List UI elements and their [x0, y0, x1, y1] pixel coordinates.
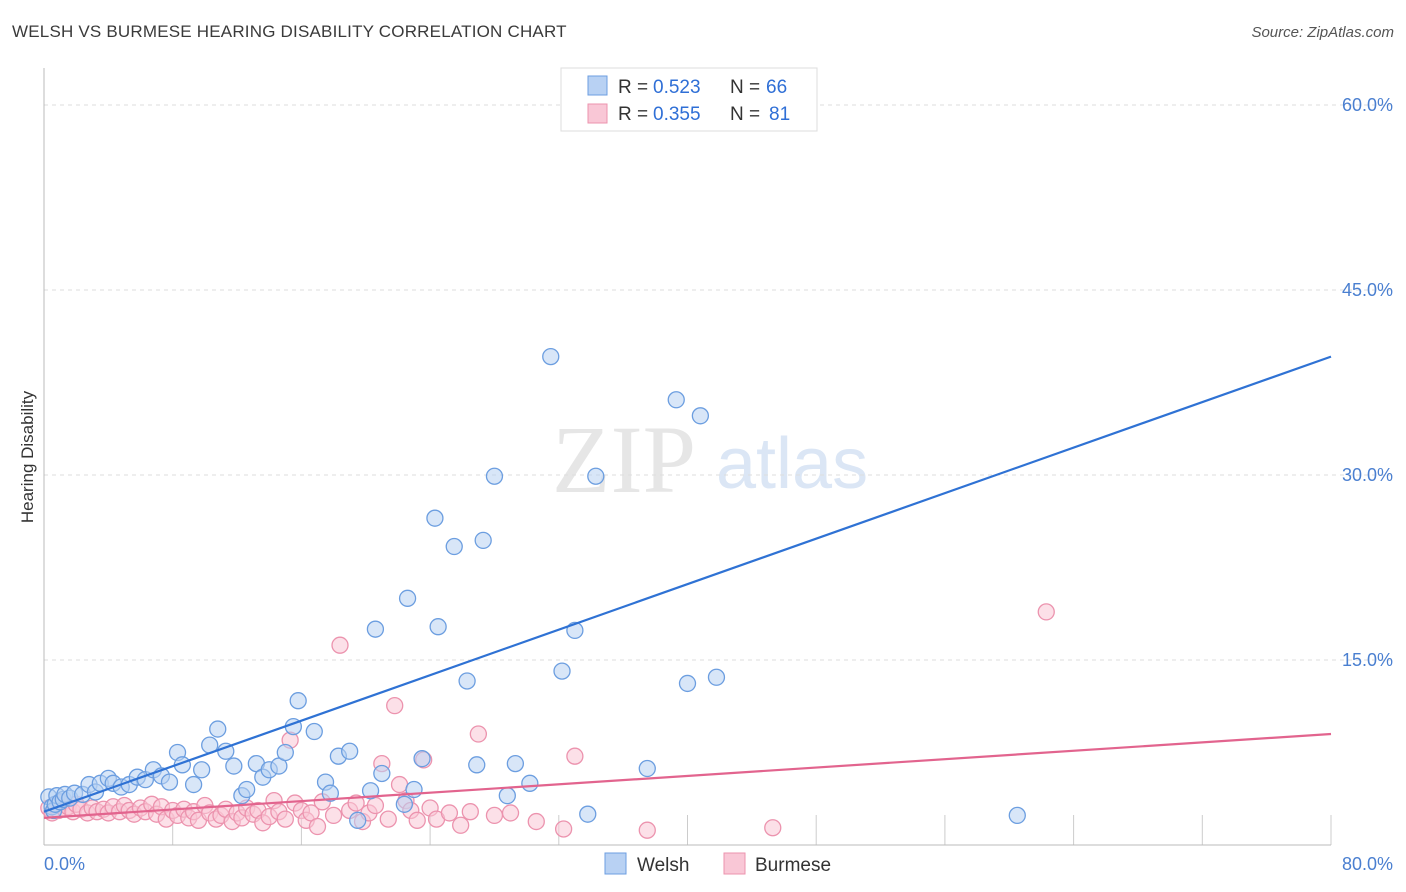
bottom-legend-welsh-label: Welsh — [637, 855, 689, 876]
welsh-point — [413, 750, 431, 768]
welsh-point — [184, 775, 203, 794]
burmese-point — [554, 820, 573, 838]
burmese-point — [440, 804, 459, 822]
burmese-point — [386, 696, 404, 715]
bottom-legend-welsh-swatch — [604, 852, 627, 875]
legend-welsh-n-label: N = — [730, 77, 760, 98]
burmese-point — [366, 796, 385, 815]
welsh-point — [305, 722, 323, 741]
welsh-point — [373, 764, 391, 783]
welsh-point — [341, 742, 359, 760]
burmese-point — [527, 812, 545, 831]
burmese-point — [1037, 603, 1055, 621]
burmese-point — [566, 747, 584, 765]
welsh-point — [321, 784, 340, 802]
burmese-point — [461, 803, 479, 821]
burmese-point — [408, 811, 426, 829]
burmese-point — [638, 821, 656, 839]
legend-burmese-swatch — [587, 103, 608, 124]
y-tick-label: 60.0% — [1342, 95, 1393, 115]
welsh-point — [426, 509, 444, 527]
chart-title: WELSH VS BURMESE HEARING DISABILITY CORR… — [12, 22, 567, 41]
legend-burmese-r-label: R = — [618, 104, 648, 125]
burmese-point — [485, 806, 504, 825]
legend-burmese-n-label: N = — [730, 104, 760, 125]
bottom-legend-burmese-swatch — [723, 852, 746, 875]
watermark-zip: ZIP — [552, 406, 696, 513]
welsh-point — [445, 537, 463, 556]
welsh-point — [498, 787, 516, 805]
welsh-point — [579, 805, 597, 823]
welsh-point — [638, 759, 656, 778]
welsh-point — [349, 811, 367, 829]
legend-burmese-n-value: 81 — [769, 104, 790, 125]
welsh-point — [209, 720, 227, 738]
welsh-point — [707, 668, 726, 686]
welsh-point — [667, 391, 685, 409]
welsh-point — [366, 620, 385, 638]
welsh-point — [474, 531, 492, 550]
y-axis-label: Hearing Disability — [18, 390, 37, 523]
welsh-point — [678, 674, 697, 693]
welsh-point — [485, 467, 504, 485]
welsh-points — [40, 347, 1026, 829]
burmese-point — [379, 810, 397, 828]
welsh-point — [225, 757, 243, 775]
welsh-point — [193, 761, 211, 779]
legend-welsh-r-value: 0.523 — [653, 77, 701, 98]
burmese-point — [308, 817, 327, 836]
bottom-legend: Welsh Burmese — [604, 852, 831, 876]
burmese-point — [324, 806, 343, 825]
legend-welsh-r-label: R = — [618, 77, 648, 98]
axes — [43, 68, 1331, 846]
x-tick-label: 0.0% — [44, 854, 85, 874]
x-tick-label: 80.0% — [1342, 854, 1393, 874]
burmese-point — [469, 725, 488, 743]
y-tick-label: 30.0% — [1342, 465, 1393, 485]
welsh-point — [238, 780, 256, 799]
welsh-point — [542, 347, 560, 366]
legend-welsh-swatch — [587, 75, 608, 96]
welsh-point — [553, 662, 571, 680]
y-tick-label: 45.0% — [1342, 280, 1393, 300]
tick-labels: 15.0% 30.0% 45.0% 60.0% 0.0% 80.0% — [44, 95, 1393, 874]
welsh-point — [458, 672, 476, 690]
legend: R = 0.523 N = 66 R = 0.355 N = 81 — [560, 67, 818, 132]
burmese-point — [276, 810, 294, 828]
welsh-point — [506, 754, 525, 773]
welsh-trend-line — [43, 355, 1332, 813]
welsh-point — [160, 773, 179, 791]
gridlines — [44, 104, 1392, 845]
burmese-point — [452, 816, 470, 834]
welsh-point — [468, 756, 486, 774]
burmese-point — [501, 804, 520, 822]
welsh-point — [289, 692, 307, 710]
source-label: Source: ZipAtlas.com — [1251, 24, 1394, 41]
burmese-point — [331, 636, 349, 654]
watermark-atlas: atlas — [716, 424, 868, 504]
burmese-trend-line — [43, 732, 1332, 819]
welsh-point — [691, 407, 710, 425]
welsh-point — [361, 782, 380, 800]
welsh-point — [521, 774, 539, 792]
burmese-point — [390, 775, 409, 794]
y-tick-label: 15.0% — [1342, 650, 1393, 670]
burmese-points — [40, 603, 1055, 839]
trend-lines — [43, 355, 1332, 819]
bottom-legend-burmese-label: Burmese — [755, 855, 831, 876]
welsh-point — [395, 795, 414, 813]
legend-burmese-r-value: 0.355 — [653, 104, 701, 125]
burmese-point — [347, 794, 365, 812]
welsh-point — [276, 743, 294, 762]
burmese-point — [764, 819, 782, 837]
welsh-point — [1008, 806, 1026, 825]
legend-welsh-n-value: 66 — [766, 77, 787, 98]
welsh-point — [398, 589, 417, 607]
welsh-point — [587, 467, 605, 485]
welsh-point — [429, 618, 447, 636]
